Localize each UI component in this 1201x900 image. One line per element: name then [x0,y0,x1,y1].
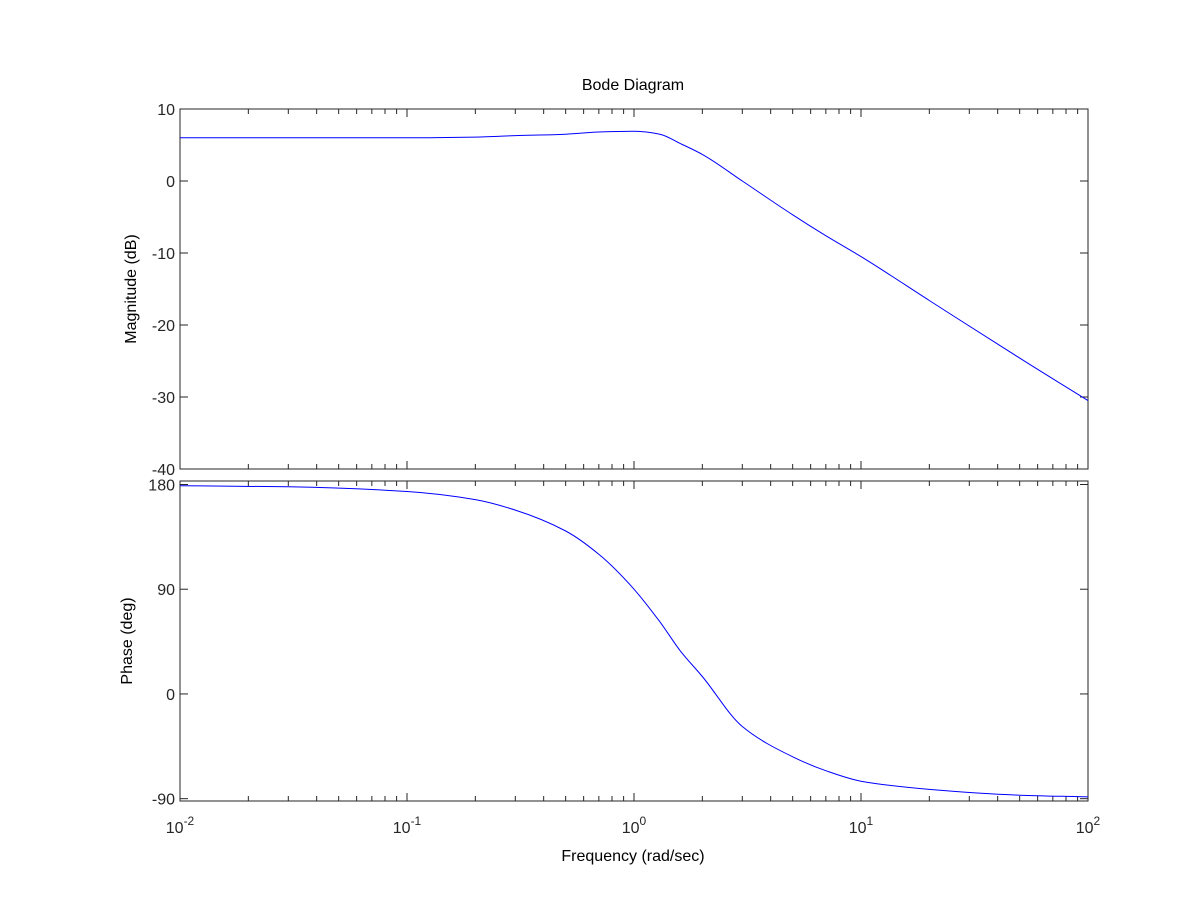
x-axis-label: Frequency (rad/sec) [561,848,704,865]
magnitude-ytick-label: -30 [152,390,175,407]
magnitude-series-line [180,130,1089,402]
phase-ytick-label: 0 [166,687,175,704]
x-tick-label: 10-1 [393,814,422,837]
chart-title: Bode Diagram [582,77,684,94]
x-tick-label: 100 [622,814,647,837]
magnitude-ytick-label: 10 [157,102,175,119]
magnitude-ytick-label: -20 [152,318,175,335]
phase-ytick-label: 180 [148,477,175,494]
phase-axes: 180 90 0 -90 10-2 10-1 100 101 102 [148,477,1100,837]
x-tick-label: 102 [1076,814,1101,837]
magnitude-ytick-label: -10 [152,246,175,263]
magnitude-axes: 10 0 -10 -20 -30 -40 [152,102,1089,479]
x-tick-label: 10-2 [166,814,195,837]
magnitude-ylabel: Magnitude (dB) [123,234,140,343]
magnitude-ytick-label: 0 [166,174,175,191]
phase-ylabel: Phase (deg) [119,597,136,684]
x-tick-label: 101 [849,814,874,837]
magnitude-ytick-label: -40 [152,462,175,479]
phase-ytick-label: 90 [157,582,175,599]
phase-series-line [179,485,1089,798]
phase-ytick-label: -90 [152,792,175,809]
